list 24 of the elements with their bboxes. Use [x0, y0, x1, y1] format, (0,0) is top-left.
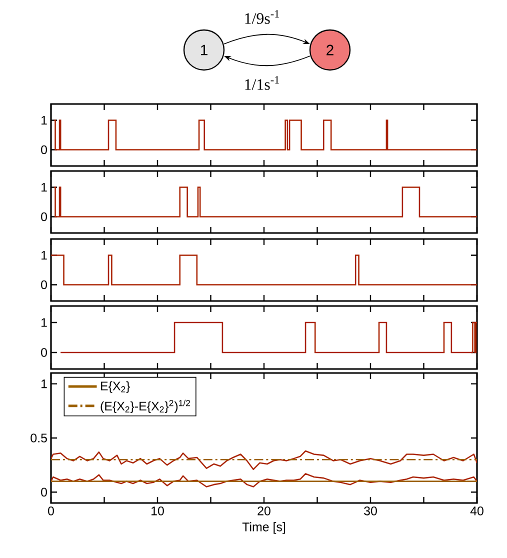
text: 1: [200, 44, 208, 56]
text: 2: [326, 44, 334, 56]
y-tick-label: 1: [42, 318, 47, 327]
x-tick-label: 40: [470, 506, 484, 516]
y-tick-label: 1: [42, 250, 47, 260]
x-tick-label: 0: [48, 506, 54, 516]
y-tick-label: 0.5: [30, 434, 47, 442]
x-tick-label: 20: [258, 506, 270, 516]
y-tick-label: 1: [42, 116, 47, 125]
legend-label: E{X$_{2}$}: [101, 381, 130, 393]
y-tick-label: 0: [41, 145, 47, 154]
line-series: [51, 450, 477, 470]
x-tick-label: 30: [364, 506, 377, 516]
y-tick-label: 0: [41, 488, 47, 497]
text: 1/1s$^{-1}$: [245, 76, 280, 90]
x-axis-title: Time [s]: [242, 522, 286, 534]
y-tick-label: 1: [42, 182, 47, 192]
x-tick-label: 10: [152, 506, 164, 516]
y-tick-label: 0: [41, 280, 47, 290]
y-tick-label: 0: [41, 212, 47, 222]
text: 1/9s$^{-1}$: [245, 10, 280, 24]
y-tick-label: 1: [42, 380, 47, 388]
y-tick-label: 0: [41, 348, 47, 357]
legend-label: (E{X$_{2}$}-E{X$_{2}$}$^{2}$)$^{1/2}$: [100, 400, 190, 413]
